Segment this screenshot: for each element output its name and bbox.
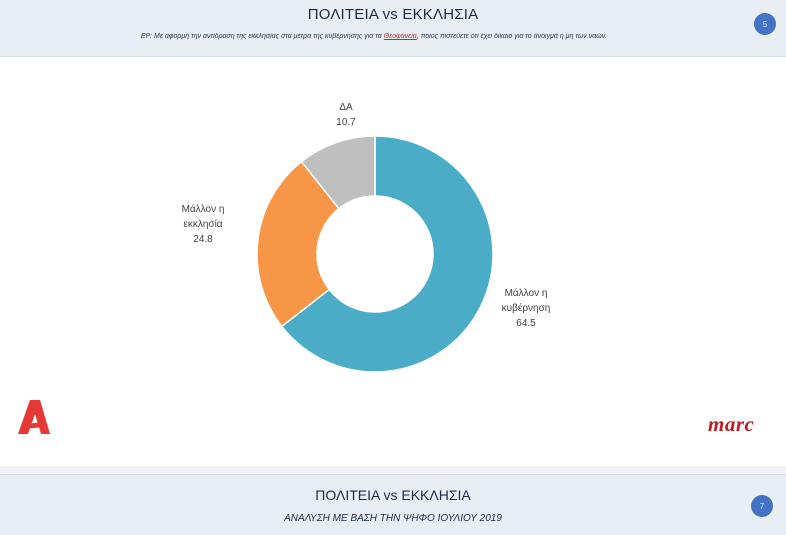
slice-label-line-1-0: Μάλλον η [182,203,225,215]
question-text-end: , ποιος πιστεύετε ότι έχει δίκαιο για το… [416,33,608,40]
slice-value-0: 64.5 [516,318,536,329]
slide-separator [0,466,786,474]
slice-label-line-1-1: εκκλησία [183,218,222,230]
slice-value-1: 24.8 [193,234,213,245]
donut-chart: Μάλλον η κυβέρνηση 64.5 Μάλλον η εκκλησία 24.… [182,102,551,373]
donut-slice-0 [280,135,494,373]
slice-value-2: 10.7 [336,117,356,128]
question-text-start: ΕΡ: Με αφορμή την αντίδραση της εκκλησία… [140,33,384,40]
survey-question: ΕΡ: Με αφορμή την αντίδραση της εκκλησία… [14,33,734,40]
donut-slices [256,135,494,373]
slice-label-line-2-0: ΔΑ [339,102,353,113]
donut-slice-2 [300,135,376,210]
slide-header: ΠΟΛΙΤΕΙΑ vs ΕΚΚΛΗΣΙΑ ΕΡ: Με αφορμή την α… [0,0,786,57]
slice-label-2: ΔΑ 10.7 [336,102,356,128]
page-number-badge[interactable]: 5 [754,13,776,35]
slice-labels: Μάλλον η κυβέρνηση 64.5 Μάλλον η εκκλησία 24.… [182,102,551,329]
marc-logo: marc [708,412,755,436]
next-page-number-badge[interactable]: 7 [751,495,773,517]
next-slide-title: ΠΟΛΙΤΕΙΑ vs ΕΚΚΛΗΣΙΑ [315,487,471,503]
slice-label-1: Μάλλον η εκκλησία 24.8 [182,203,225,245]
alpha-tv-logo-icon [18,400,50,434]
next-slide-subtitle: ΑΝΑΛΥΣΗ ΜΕ ΒΑΣΗ ΤΗΝ ΨΗΦΟ ΙΟΥΛΙΟΥ 2019 [284,513,502,524]
donut-slice-1 [256,160,340,328]
slice-label-line-0-1: κυβέρνηση [502,302,551,314]
next-slide-header: ΠΟΛΙΤΕΙΑ vs ΕΚΚΛΗΣΙΑ ΑΝΑΛΥΣΗ ΜΕ ΒΑΣΗ ΤΗΝ… [0,474,786,535]
slice-label-line-0-0: Μάλλον η [505,287,548,299]
slice-label-0: Μάλλον η κυβέρνηση 64.5 [502,287,551,329]
slide-title: ΠΟΛΙΤΕΙΑ vs ΕΚΚΛΗΣΙΑ [307,6,479,23]
question-highlight: Θεοφάνεια [383,33,417,40]
